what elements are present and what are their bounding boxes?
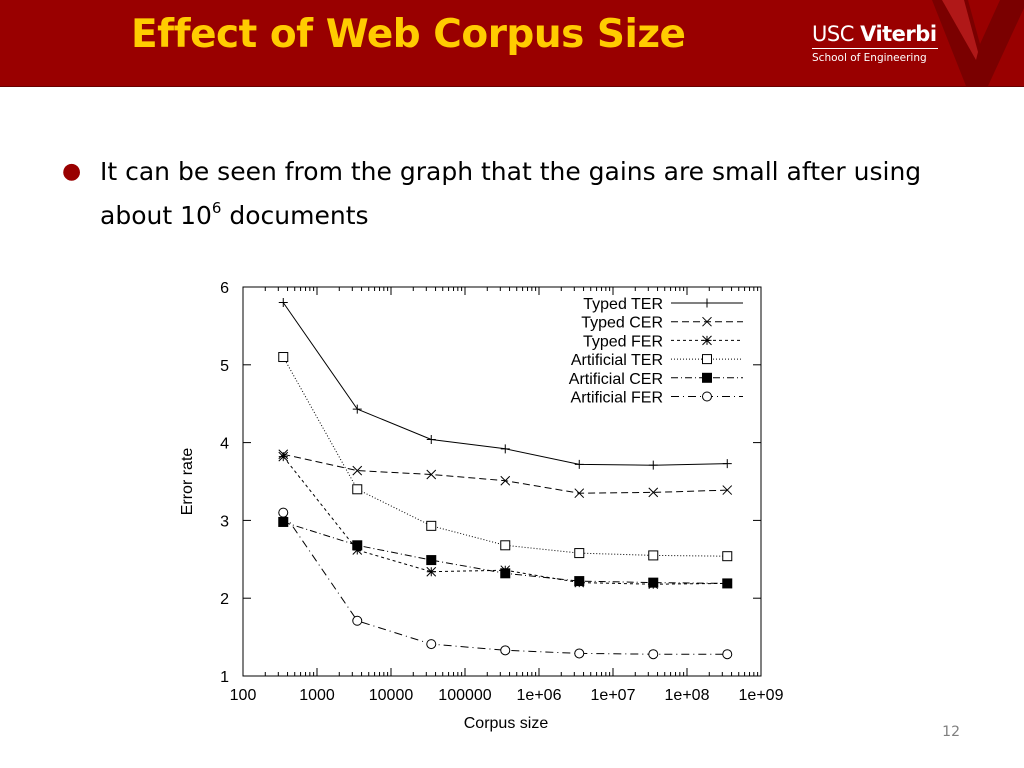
- legend-marker: [702, 298, 712, 308]
- legend-marker: [702, 316, 712, 327]
- slide-header: Effect of Web Corpus Size USC Viterbi Sc…: [0, 0, 1024, 87]
- data-point: [722, 485, 733, 495]
- y-tick-label: 6: [220, 280, 229, 297]
- data-point: [352, 615, 363, 626]
- data-point: [722, 578, 733, 589]
- x-tick-label: 1e+09: [739, 687, 784, 704]
- data-point: [426, 555, 437, 566]
- data-point: [574, 648, 585, 659]
- y-tick-label: 3: [220, 513, 229, 530]
- logo-usc-text: USC: [812, 22, 854, 46]
- data-point: [500, 645, 511, 656]
- logo-wordmark: USC Viterbi: [812, 22, 937, 46]
- series-typed-cer: Typed CER: [278, 315, 743, 499]
- data-point: [278, 507, 289, 518]
- y-tick-label: 4: [220, 436, 229, 453]
- x-tick-label: 1e+08: [665, 687, 710, 704]
- legend-label: Artificial FER: [571, 390, 663, 407]
- legend-entry: Artificial FER: [571, 390, 743, 407]
- series-artificial-fer: Artificial FER: [278, 390, 743, 660]
- data-point: [722, 459, 732, 469]
- data-point: [278, 451, 289, 462]
- data-point: [352, 540, 363, 551]
- plot-frame: [242, 286, 762, 677]
- x-tick-label: 1e+06: [517, 687, 562, 704]
- data-point: [722, 551, 733, 562]
- data-point: [278, 516, 289, 527]
- series-typed-fer: Typed FER: [278, 333, 743, 590]
- legend-entry: Typed CER: [581, 315, 743, 332]
- bullet-superscript: 6: [211, 199, 222, 217]
- legend-entry: Typed TER: [583, 296, 743, 313]
- data-point: [426, 434, 436, 444]
- series-line: [282, 456, 728, 585]
- data-point: [648, 550, 659, 561]
- legend-label: Typed CER: [581, 315, 663, 332]
- data-point: [574, 488, 585, 499]
- data-point: [426, 469, 437, 480]
- data-point: [574, 459, 584, 469]
- data-point: [352, 484, 363, 495]
- legend-entry: Artificial TER: [571, 352, 743, 369]
- logo-viterbi-text: Viterbi: [860, 22, 937, 46]
- legend-marker: [702, 354, 712, 365]
- viterbi-v-icon: [932, 0, 1024, 86]
- data-point: [426, 639, 437, 650]
- bullet-icon: ●: [62, 159, 82, 184]
- data-point: [426, 520, 437, 531]
- legend-marker: [702, 391, 712, 402]
- bullet-text-before: It can be seen from the graph that the g…: [100, 157, 922, 230]
- data-point: [352, 404, 362, 414]
- y-tick-label: 1: [220, 669, 229, 686]
- data-point: [574, 576, 585, 587]
- bullet-text-after: documents: [221, 201, 369, 230]
- x-tick-label: 1e+07: [591, 687, 636, 704]
- logo-divider: [812, 48, 938, 49]
- data-point: [648, 460, 658, 470]
- x-tick-label: 10000: [369, 687, 414, 704]
- legend-label: Typed TER: [583, 296, 663, 313]
- data-point: [352, 465, 363, 476]
- legend-label: Artificial TER: [571, 352, 663, 369]
- legend-label: Artificial CER: [569, 371, 663, 388]
- x-axis-label: Corpus size: [464, 715, 549, 732]
- y-tick-label: 5: [220, 358, 229, 375]
- series-artificial-cer: Artificial CER: [278, 371, 743, 589]
- x-tick-label: 100: [230, 687, 257, 704]
- legend-marker: [702, 335, 712, 346]
- y-axis-label: Error rate: [179, 448, 196, 516]
- series-artificial-ter: Artificial TER: [278, 352, 743, 562]
- data-point: [648, 649, 659, 660]
- data-point: [500, 568, 511, 579]
- x-tick-label: 1000: [299, 687, 335, 704]
- data-point: [278, 298, 288, 308]
- legend-marker: [702, 372, 712, 383]
- data-point: [722, 649, 733, 660]
- y-tick-label: 2: [220, 591, 229, 608]
- bullet-text: It can be seen from the graph that the g…: [100, 150, 950, 238]
- series-line: [283, 453, 728, 494]
- data-point: [500, 444, 510, 454]
- series-line: [282, 512, 728, 655]
- legend-label: Typed FER: [583, 333, 663, 350]
- slide-title: Effect of Web Corpus Size: [131, 12, 686, 57]
- data-point: [574, 548, 585, 559]
- legend-entry: Typed FER: [583, 333, 743, 350]
- error-rate-chart: 100 1000 10000 100000 1e+06 1e+07 1e+08 1e+09 1 2…: [179, 280, 784, 732]
- x-tick-label: 100000: [438, 687, 491, 704]
- usc-viterbi-logo: USC Viterbi School of Engineering: [800, 0, 1024, 86]
- data-point: [648, 487, 659, 498]
- page-number: 12: [942, 724, 960, 740]
- series-typed-ter: Typed TER: [278, 296, 743, 470]
- data-point: [278, 352, 289, 363]
- data-point: [500, 540, 511, 551]
- data-point: [648, 577, 659, 588]
- data-point: [500, 475, 511, 486]
- legend-entry: Artificial CER: [569, 371, 743, 388]
- logo-school-text: School of Engineering: [812, 52, 927, 64]
- data-point: [426, 566, 437, 577]
